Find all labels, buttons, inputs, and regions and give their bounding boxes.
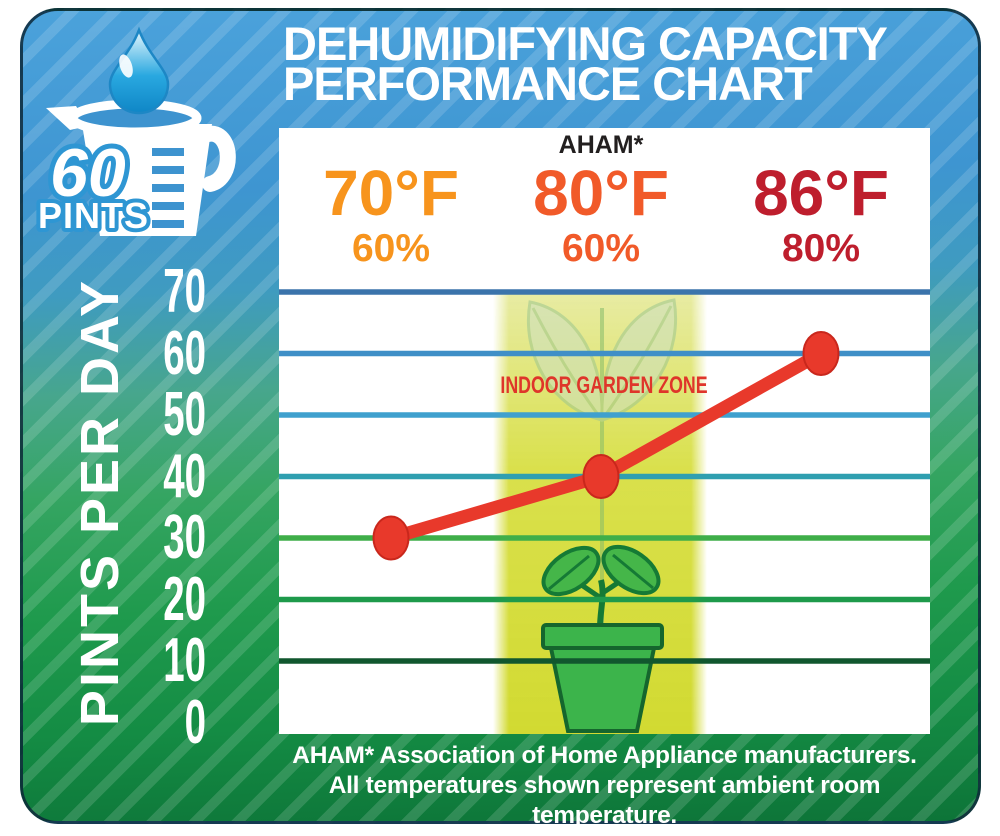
data-point-marker — [372, 515, 410, 561]
data-point-marker — [582, 454, 620, 499]
y-axis-tick: 70 — [163, 257, 206, 326]
humidity-label: 60% — [561, 227, 641, 270]
chart-title-line1: DEHUMIDIFYING CAPACITY — [283, 17, 888, 70]
garden-zone-label-text: INDOOR GARDEN ZONE — [500, 372, 709, 399]
badge-unit: PINTS — [38, 195, 149, 236]
aham-note: AHAM* — [558, 131, 644, 159]
y-axis-tick: 60 — [163, 318, 206, 388]
plot-art — [279, 289, 930, 733]
temperature-label: 70°F — [323, 157, 459, 229]
humidity-label: 80% — [781, 227, 861, 270]
temperature-label: 80°F — [533, 157, 669, 229]
plot-panel: 70°F 60% AHAM* 80°F 60% 86°F 80% — [279, 128, 930, 734]
humidity-label: 60% — [351, 227, 431, 270]
temp-columns: 70°F 60% AHAM* 80°F 60% 86°F 80% — [279, 128, 930, 298]
temp-column: AHAM* 80°F 60% — [471, 130, 731, 270]
potted-plant-icon — [541, 544, 664, 733]
y-axis-tick: 30 — [163, 503, 206, 572]
temp-column: 70°F 60% — [279, 130, 521, 270]
chart-title: DEHUMIDIFYING CAPACITY PERFORMANCE CHART — [283, 17, 983, 110]
y-axis-ticks: 70 60 50 40 30 20 10 0 — [96, 0, 206, 836]
y-axis-tick: 0 — [184, 687, 206, 757]
water-drop-icon — [108, 26, 170, 115]
temperature-label: 86°F — [753, 157, 889, 229]
badge-value: 60 — [50, 135, 126, 211]
footnote: AHAM* Association of Home Appliance manu… — [279, 741, 930, 831]
footnote-line2: All temperatures shown represent ambient… — [328, 772, 881, 829]
garden-zone-label: INDOOR GARDEN ZONE — [279, 372, 930, 400]
y-axis-tick: 20 — [163, 564, 206, 634]
chart-title-line2: PERFORMANCE CHART — [283, 57, 813, 110]
temp-column: 86°F 80% — [691, 130, 930, 270]
cup-body — [46, 99, 236, 236]
footnote-line1: AHAM* Association of Home Appliance manu… — [292, 742, 917, 769]
capacity-line — [372, 331, 840, 561]
measuring-cup-icon: 60 PINTS — [36, 26, 236, 240]
y-axis-tick: 50 — [163, 380, 206, 449]
y-axis-tick: 40 — [163, 441, 206, 511]
data-point-marker — [802, 331, 840, 376]
y-axis-tick: 10 — [163, 626, 206, 695]
cup-tick-marks — [152, 148, 184, 228]
